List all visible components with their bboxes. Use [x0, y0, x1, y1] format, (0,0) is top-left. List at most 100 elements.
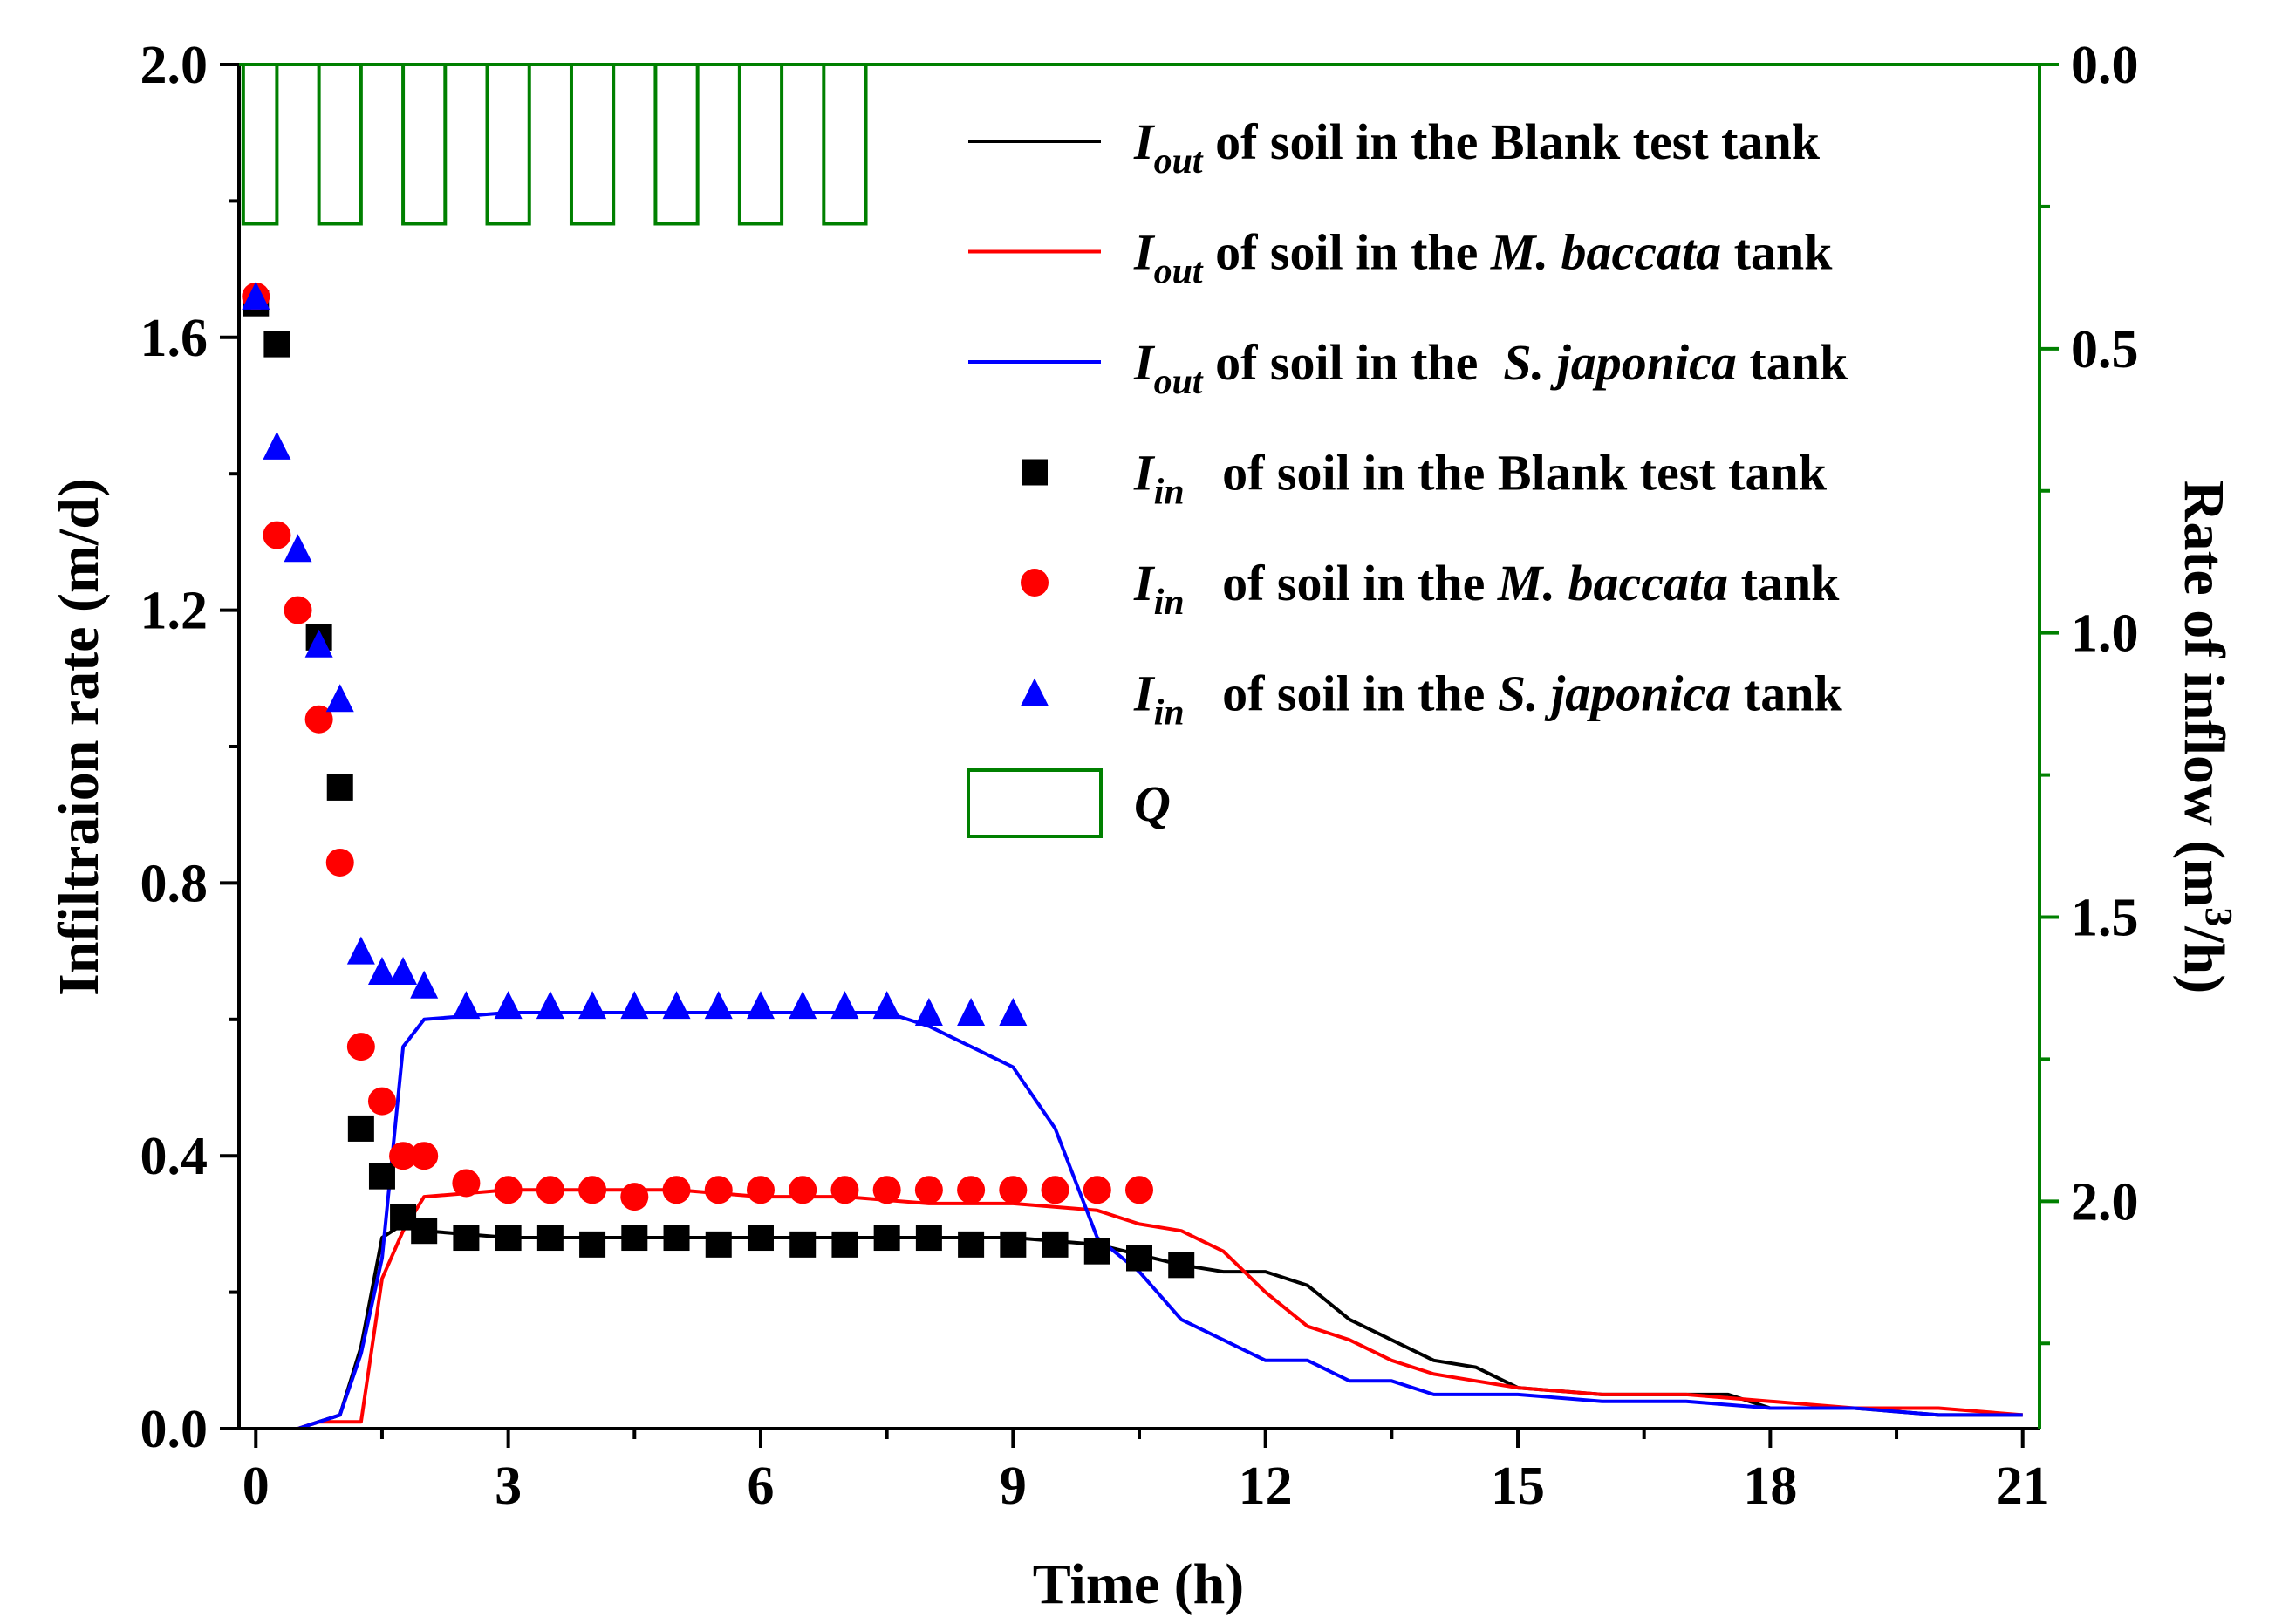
- x-tick-label-3: 3: [495, 1457, 522, 1516]
- point-iin-s-japonica-tank-7: [389, 957, 418, 986]
- y-left-tick-label-0: 0.0: [140, 1400, 208, 1459]
- y-left-tick-label-3: 1.2: [140, 582, 208, 641]
- legend-entry-5-symbol: [1021, 678, 1049, 706]
- point-iin-m-baccata-tank-13: [620, 1183, 649, 1211]
- point-iin-s-japonica-tank-19: [872, 991, 901, 1020]
- line-iout-blank-test-tank: [297, 1222, 2023, 1430]
- point-iin-m-baccata-tank-20: [914, 1176, 943, 1204]
- series-lines-layer: [297, 1011, 2023, 1430]
- point-iin-blank-test-tank-10: [536, 1225, 564, 1252]
- point-iin-s-japonica-tank-9: [452, 991, 481, 1020]
- point-iin-s-japonica-tank-8: [410, 970, 439, 999]
- point-iin-blank-test-tank-1: [263, 331, 290, 358]
- point-iin-m-baccata-tank-10: [494, 1176, 523, 1204]
- point-iin-s-japonica-tank-11: [536, 991, 564, 1020]
- q-bar-3: [485, 65, 531, 226]
- point-iin-m-baccata-tank-3: [304, 705, 333, 734]
- point-iin-m-baccata-tank-4: [325, 848, 354, 877]
- y-right-tick-label-4: 2.0: [2071, 1172, 2139, 1232]
- point-iin-blank-test-tank-17: [831, 1231, 858, 1258]
- point-iin-blank-test-tank-8: [453, 1225, 480, 1252]
- y-axis-right-title: Rate of inflow (m3/h): [2172, 481, 2240, 993]
- point-iin-s-japonica-tank-15: [704, 991, 733, 1020]
- point-iin-blank-test-tank-16: [789, 1231, 817, 1258]
- point-iin-s-japonica-tank-17: [789, 991, 817, 1020]
- point-iin-blank-test-tank-24: [1126, 1245, 1152, 1272]
- point-iin-s-japonica-tank-10: [494, 991, 523, 1020]
- point-iin-blank-test-tank-4: [347, 1115, 374, 1142]
- q-bar-4: [569, 65, 616, 226]
- point-iin-m-baccata-tank-25: [1125, 1176, 1153, 1204]
- x-tick-label-0: 0: [243, 1457, 270, 1516]
- x-tick-label-21: 21: [1996, 1457, 2050, 1516]
- point-iin-blank-test-tank-3: [326, 774, 353, 801]
- q-bars-layer: [241, 65, 868, 226]
- axes-layer: 0 3 6 9 12 15 18 21 0.0 0.4 0.8 1.2 1.6 2.0 0.0 0.5 1.0 1…: [140, 36, 2139, 1516]
- y-right-tick-label-3: 1.5: [2071, 889, 2139, 948]
- y-right-tick-label-0: 0.0: [2071, 36, 2139, 95]
- point-iin-s-japonica-tank-21: [957, 997, 986, 1026]
- point-iin-blank-test-tank-13: [663, 1225, 690, 1252]
- point-iin-blank-test-tank-11: [579, 1231, 606, 1258]
- point-iin-blank-test-tank-9: [495, 1225, 522, 1252]
- point-iin-s-japonica-tank-22: [999, 997, 1028, 1026]
- point-iin-blank-test-tank-12: [621, 1225, 648, 1252]
- q-bar-1: [317, 65, 363, 226]
- x-tick-label-15: 15: [1491, 1457, 1545, 1516]
- point-iin-s-japonica-tank-2: [284, 534, 312, 563]
- legend-entry-1-label: Iout of soil in the M. baccata tank: [1133, 224, 1833, 292]
- point-iin-blank-test-tank-21: [1000, 1231, 1027, 1258]
- x-tick-label-9: 9: [1000, 1457, 1027, 1516]
- point-iin-s-japonica-tank-16: [746, 991, 775, 1020]
- legend-entry-3-symbol: [1022, 459, 1048, 486]
- point-iin-s-japonica-tank-14: [662, 991, 691, 1020]
- point-iin-s-japonica-tank-18: [830, 991, 859, 1020]
- x-tick-label-6: 6: [747, 1457, 774, 1516]
- point-iin-m-baccata-tank-21: [957, 1176, 986, 1204]
- q-bar-5: [653, 65, 700, 226]
- legend-entry-5-label: Iin of soil in the S. japonica tank: [1133, 665, 1842, 734]
- point-iin-m-baccata-tank-14: [662, 1176, 691, 1204]
- point-iin-m-baccata-tank-9: [452, 1169, 481, 1198]
- line-iout-m-baccata-tank: [297, 1188, 2023, 1430]
- point-iin-s-japonica-tank-1: [263, 431, 291, 460]
- x-tick-label-18: 18: [1743, 1457, 1797, 1516]
- point-iin-blank-test-tank-15: [747, 1225, 774, 1252]
- x-axis-title: Time (h): [1033, 1552, 1245, 1616]
- y-left-tick-label-2: 0.8: [140, 854, 208, 913]
- point-iin-m-baccata-tank-24: [1083, 1176, 1111, 1204]
- y-left-tick-label-5: 2.0: [140, 36, 208, 95]
- legend-entry-3-label: Iin of soil in the Blank test tank: [1133, 445, 1828, 513]
- point-iin-m-baccata-tank-18: [830, 1176, 859, 1204]
- point-iin-blank-test-tank-19: [915, 1225, 942, 1252]
- q-bar-7: [822, 65, 868, 226]
- point-iin-m-baccata-tank-5: [346, 1033, 375, 1061]
- y-left-tick-label-1: 0.4: [140, 1127, 208, 1186]
- point-iin-m-baccata-tank-11: [536, 1176, 564, 1204]
- point-iin-m-baccata-tank-19: [872, 1176, 901, 1204]
- point-iin-m-baccata-tank-7: [389, 1142, 418, 1170]
- point-iin-m-baccata-tank-1: [263, 521, 291, 549]
- point-iin-s-japonica-tank-4: [325, 684, 354, 713]
- legend-entry-4-symbol: [1021, 569, 1049, 597]
- point-iin-s-japonica-tank-5: [346, 936, 375, 965]
- line-iout-s-japonica-tank: [297, 1011, 2023, 1430]
- point-iin-blank-test-tank-25: [1168, 1252, 1195, 1279]
- point-iin-blank-test-tank-7: [411, 1218, 438, 1245]
- point-iin-blank-test-tank-20: [958, 1231, 985, 1258]
- point-iin-m-baccata-tank-16: [746, 1176, 775, 1204]
- point-iin-blank-test-tank-22: [1042, 1231, 1069, 1258]
- y-right-tick-label-2: 1.0: [2071, 604, 2139, 664]
- point-iin-m-baccata-tank-22: [999, 1176, 1028, 1204]
- legend-entry-0-label: Iout of soil in the Blank test tank: [1133, 113, 1821, 181]
- legend-entry-6-label: Q: [1134, 775, 1171, 832]
- point-iin-m-baccata-tank-15: [704, 1176, 733, 1204]
- legend-entry-6-symbol: [967, 768, 1103, 838]
- legend-entry-4-label: Iin of soil in the M. baccata tank: [1133, 555, 1840, 623]
- y-left-tick-label-4: 1.6: [140, 309, 208, 368]
- y-axis-left-title: Infiltraion rate (m/d): [47, 478, 111, 996]
- point-iin-m-baccata-tank-23: [1041, 1176, 1069, 1204]
- point-iin-m-baccata-tank-2: [284, 596, 312, 624]
- point-iin-blank-test-tank-23: [1083, 1238, 1110, 1265]
